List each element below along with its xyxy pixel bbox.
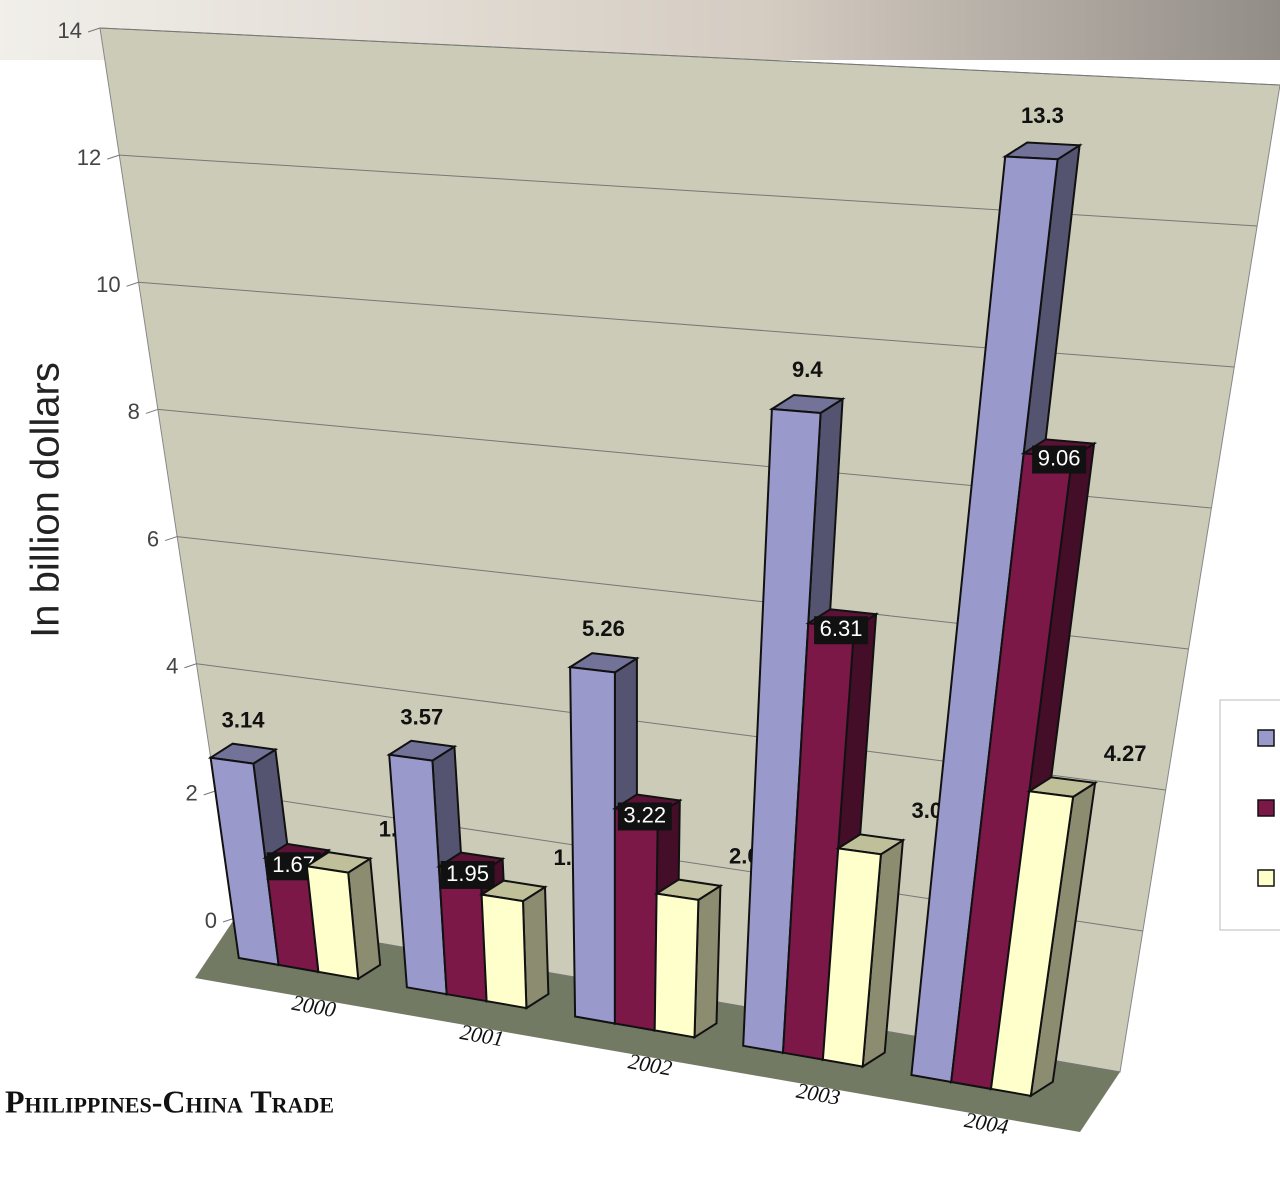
- plot: 0246810121420003.141.671.6420013.571.951…: [58, 18, 1280, 1139]
- legend-swatch: [1257, 799, 1275, 817]
- tick-mark: [87, 27, 101, 33]
- value-label: 6.31: [820, 616, 863, 641]
- value-label: 3.22: [623, 802, 666, 827]
- value-label-bg: [617, 802, 672, 831]
- bar-front: [480, 893, 528, 1010]
- y-tick-label: 6: [147, 526, 159, 551]
- bar-front: [653, 892, 700, 1039]
- y-tick-label: 10: [96, 272, 120, 297]
- bar-front: [989, 790, 1075, 1097]
- value-label: 9.4: [792, 357, 823, 382]
- y-tick-label: 14: [58, 18, 82, 43]
- bar-front: [209, 756, 280, 967]
- tick-mark: [145, 408, 159, 414]
- value-label: 13.3: [1021, 103, 1064, 128]
- bar-front: [569, 665, 616, 1025]
- legend: [1257, 729, 1275, 887]
- bar-front: [305, 865, 360, 981]
- bar-front: [742, 407, 822, 1054]
- value-label: 3.57: [400, 704, 443, 729]
- value-label-bg: [1032, 445, 1087, 474]
- tick-mark: [184, 663, 197, 669]
- y-axis-label: In billion dollars: [24, 362, 68, 638]
- bar: [989, 776, 1098, 1098]
- tick-mark: [203, 790, 216, 796]
- value-label-bg: [440, 860, 495, 889]
- value-label-bg: [814, 616, 869, 645]
- y-tick-label: 4: [166, 654, 178, 679]
- bar-front: [613, 807, 659, 1032]
- y-tick-label: 2: [185, 781, 197, 806]
- chart-title: Philippines-China Trade: [5, 1083, 334, 1119]
- bar-front: [910, 155, 1059, 1084]
- value-label: 4.27: [1104, 741, 1147, 766]
- tick-mark: [164, 536, 178, 542]
- bar: [478, 879, 550, 1010]
- bar-front: [388, 753, 448, 996]
- tick-mark: [126, 281, 139, 287]
- tick-mark: [107, 154, 120, 160]
- bar: [653, 878, 724, 1040]
- legend-swatch: [1257, 729, 1275, 747]
- bar: [304, 851, 382, 981]
- legend-swatch: [1257, 869, 1275, 887]
- value-label: 1.95: [446, 861, 489, 886]
- value-label: 5.26: [582, 616, 625, 641]
- value-label: 3.14: [222, 707, 266, 732]
- value-label: 9.06: [1038, 445, 1081, 470]
- y-tick-label: 8: [128, 399, 140, 424]
- bar: [821, 833, 906, 1069]
- bar-front: [821, 847, 882, 1068]
- y-tick-label: 0: [205, 908, 217, 933]
- y-tick-label: 12: [77, 145, 101, 170]
- grid-line: [99, 27, 1280, 86]
